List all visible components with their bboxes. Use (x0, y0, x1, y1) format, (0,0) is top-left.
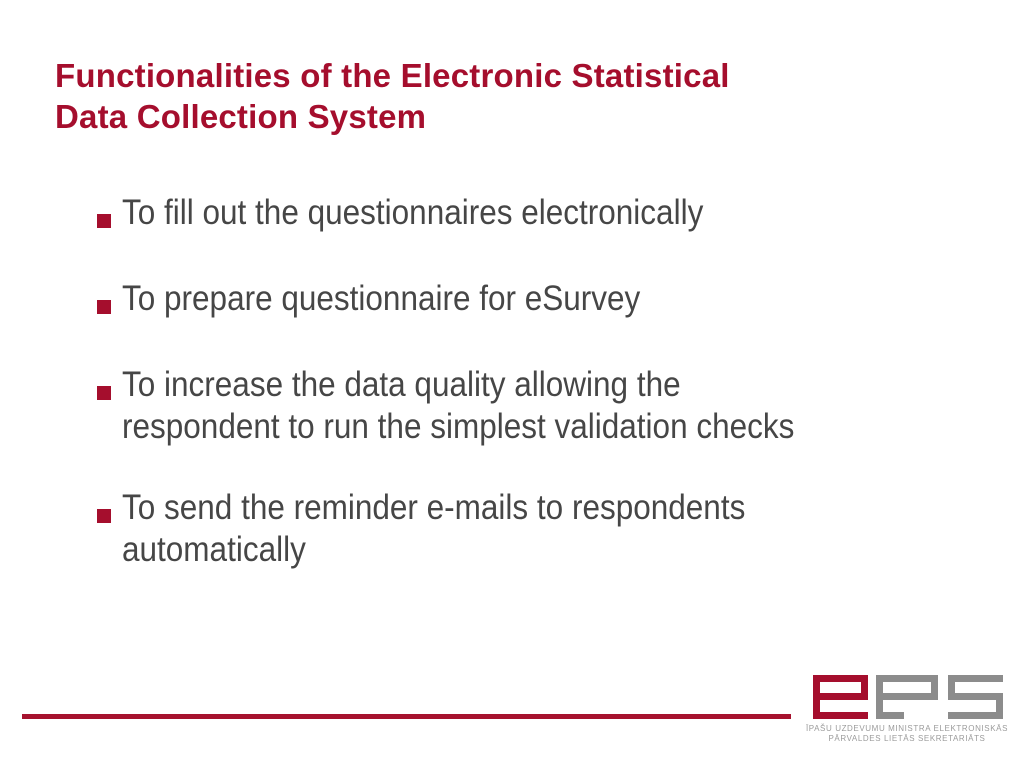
logo-tagline-line1: ĪPAŠU UZDEVUMU MINISTRA ELEKTRONISKĀS (805, 724, 1009, 733)
bullet-item: To increase the data quality allowing th… (97, 364, 997, 448)
logo-tagline: ĪPAŠU UZDEVUMU MINISTRA ELEKTRONISKĀS PĀ… (790, 724, 1024, 744)
square-bullet-icon (97, 386, 111, 400)
bullet-text: To send the reminder e-mails to responde… (122, 488, 746, 569)
bullet-text: To prepare questionnaire for eSurvey (122, 279, 641, 318)
logo-tagline-line2: PĀRVALDES LIETĀS SEKRETARIĀTS (828, 734, 986, 743)
bullet-item: To prepare questionnaire for eSurvey (97, 278, 997, 320)
bullet-item: To fill out the questionnaires electroni… (97, 192, 997, 234)
eps-logo-icon (813, 675, 1003, 719)
bullet-text: To increase the data quality allowing th… (122, 365, 795, 446)
bullet-list: To fill out the questionnaires electroni… (97, 192, 997, 571)
logo-letter-p (876, 675, 938, 719)
logo-letter-s (948, 675, 1003, 719)
slide-title: Functionalities of the Electronic Statis… (55, 57, 730, 136)
logo-letter-e (813, 675, 868, 719)
square-bullet-icon (97, 214, 111, 228)
square-bullet-icon (97, 509, 111, 523)
footer-divider-line (22, 714, 791, 719)
square-bullet-icon (97, 300, 111, 314)
bullet-item: To send the reminder e-mails to responde… (97, 487, 997, 571)
bullet-text: To fill out the questionnaires electroni… (122, 193, 704, 232)
